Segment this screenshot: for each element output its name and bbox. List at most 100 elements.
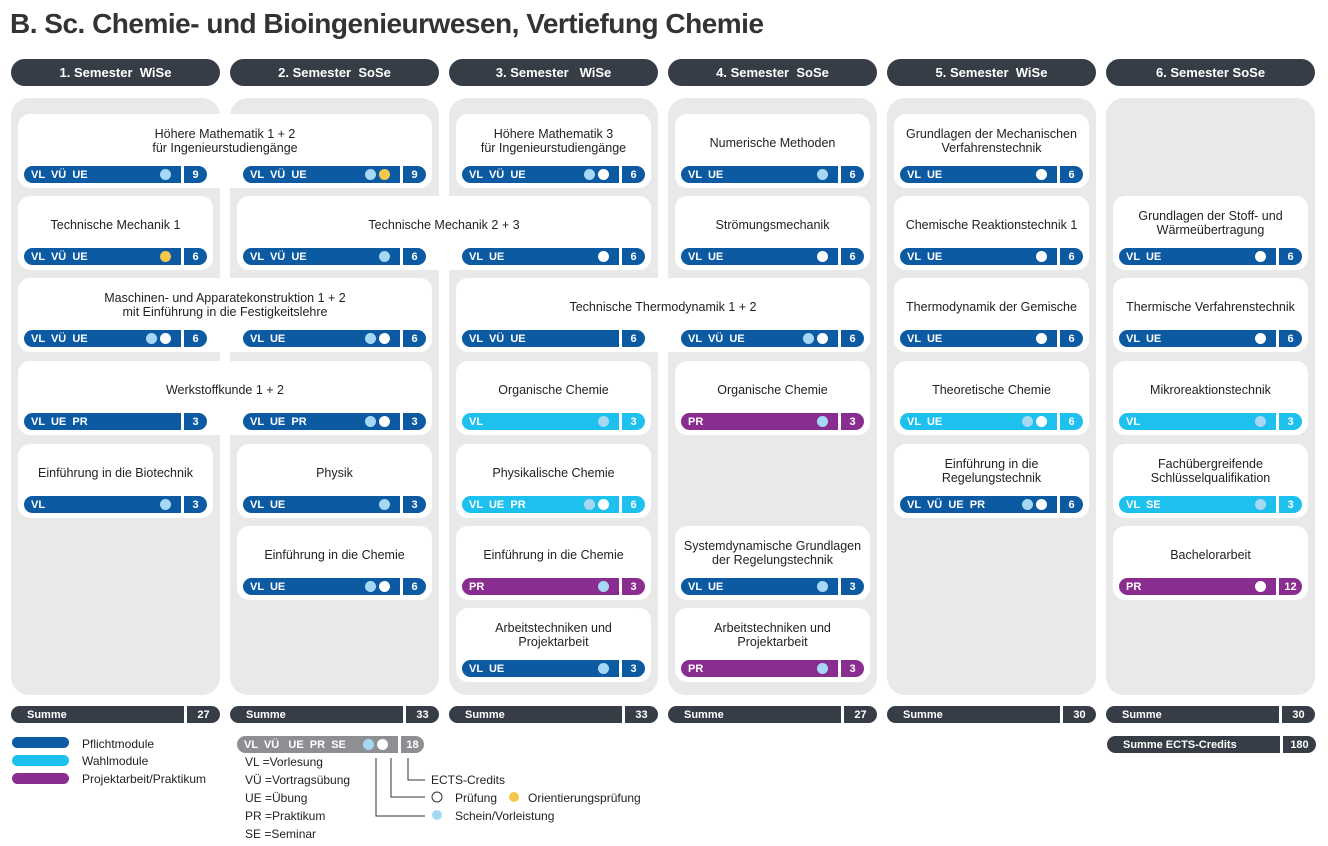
module-title: Fachübergreifende Schlüsselqualifikation	[1150, 457, 1271, 485]
module-card[interactable]: Werkstoffkunde 1 + 2 VL UE PR 3 VL UE PR 3	[18, 361, 432, 435]
module-bar: VL VÜ UE 6	[462, 330, 645, 347]
course-types: VL UE	[243, 496, 400, 513]
module-card[interactable]: Bachelorarbeit PR 12	[1113, 526, 1308, 600]
ects-value: 6	[1060, 248, 1083, 265]
course-types-label: VL UE	[907, 332, 943, 345]
module-card[interactable]: Arbeitstechniken und Projektarbeit PR 3	[675, 608, 870, 682]
module-card[interactable]: Technische Thermodynamik 1 + 2 VL VÜ UE 6 V…	[456, 278, 870, 352]
semester-sum-bar: Summe 30	[887, 706, 1096, 723]
module-bar: VL UE 3	[243, 496, 426, 513]
course-types-label: PR	[688, 415, 704, 428]
module-card[interactable]: Grundlagen der Mechanischen Verfahrenste…	[894, 114, 1089, 188]
module-bar: VL UE 6	[681, 248, 864, 265]
module-bar: VL VÜ UE 6	[462, 166, 645, 183]
module-bar: VL UE 6	[1119, 248, 1302, 265]
schein-dot-icon	[1022, 416, 1033, 427]
legend-sample-bar: VL VÜ UE PR SE 18	[237, 736, 424, 753]
module-bar: VL VÜ UE 9	[243, 166, 426, 183]
course-types-label: VL UE	[688, 250, 724, 263]
module-card[interactable]: Technische Mechanik 1 VL VÜ UE 6	[18, 196, 213, 270]
module-card[interactable]: Einführung in die Biotechnik VL 3	[18, 444, 213, 518]
abbr-pr: PR =Praktikum	[245, 809, 326, 823]
module-bar: VL VÜ UE 6	[243, 248, 426, 265]
pruefung-dot-icon	[379, 333, 390, 344]
schein-dot-icon	[598, 581, 609, 592]
module-card[interactable]: Maschinen- und Apparatekonstruktion 1 + …	[18, 278, 432, 352]
page-title: B. Sc. Chemie- und Bioingenieurwesen, Ve…	[10, 8, 764, 39]
ects-value: 6	[622, 166, 645, 183]
ects-value: 3	[841, 413, 864, 430]
schein-dot-icon	[379, 251, 390, 262]
module-card[interactable]: Einführung in die Chemie PR 3	[456, 526, 651, 600]
module-title: Mikroreaktionstechnik	[1150, 383, 1271, 397]
legend-ects-label: ECTS-Credits	[431, 773, 506, 787]
pruefung-dot-icon	[598, 169, 609, 180]
course-types: VL VÜ UE	[24, 330, 181, 347]
abbr-vue: VÜ =Vortragsübung	[245, 773, 351, 787]
course-types-label: VL	[469, 415, 484, 428]
module-card[interactable]: Höhere Mathematik 1 + 2 für Ingenieurstu…	[18, 114, 432, 188]
module-card[interactable]: Thermische Verfahrenstechnik VL UE 6	[1113, 278, 1308, 352]
module-bar: VL UE PR 6	[462, 496, 645, 513]
module-title: Arbeitstechniken und Projektarbeit	[714, 621, 831, 649]
course-types: PR	[681, 660, 838, 677]
pruefung-dot-icon	[377, 739, 388, 750]
module-card[interactable]: Systemdynamische Grundlagen der Regelung…	[675, 526, 870, 600]
abbr-ue: UE =Übung	[245, 791, 308, 805]
course-types-label: VL UE PR	[250, 415, 307, 428]
pruefung-dot-icon	[160, 333, 171, 344]
course-types: VL UE	[900, 413, 1057, 430]
module-title: Physikalische Chemie	[492, 466, 615, 480]
module-card[interactable]: Mikroreaktionstechnik VL 3	[1113, 361, 1308, 435]
ects-value: 6	[622, 248, 645, 265]
module-bar: VL UE 6	[900, 248, 1083, 265]
module-card[interactable]: Numerische Methoden VL UE 6	[675, 114, 870, 188]
course-types-label: VL UE PR	[31, 415, 88, 428]
schein-dot-icon	[1255, 416, 1266, 427]
module-title: Strömungsmechanik	[715, 218, 830, 232]
pruefung-dot-icon	[1036, 169, 1047, 180]
module-card[interactable]: Organische Chemie VL 3	[456, 361, 651, 435]
legend-swatch-wahl	[12, 755, 69, 766]
module-card[interactable]: Theoretische Chemie VL UE 6	[894, 361, 1089, 435]
pruefung-dot-icon	[379, 581, 390, 592]
module-card[interactable]: Physikalische Chemie VL UE PR 6	[456, 444, 651, 518]
ects-value: 3	[841, 578, 864, 595]
pruefung-dot-icon	[817, 333, 828, 344]
module-title: Maschinen- und Apparatekonstruktion 1 + …	[104, 291, 346, 319]
semester-header: 1. Semester WiSe	[11, 59, 220, 86]
course-types-label: VL SE	[1126, 498, 1161, 511]
module-card[interactable]: Fachübergreifende Schlüsselqualifikation…	[1113, 444, 1308, 518]
course-types-label: VL UE	[250, 580, 286, 593]
ects-value: 6	[1060, 166, 1083, 183]
module-card[interactable]: Einführung in die Chemie VL UE 6	[237, 526, 432, 600]
module-card[interactable]: Organische Chemie PR 3	[675, 361, 870, 435]
course-types: VL UE	[1119, 330, 1276, 347]
course-types-label: VL UE	[907, 168, 943, 181]
module-card[interactable]: Physik VL UE 3	[237, 444, 432, 518]
module-title: Werkstoffkunde 1 + 2	[165, 383, 284, 397]
schein-dot-icon	[1255, 499, 1266, 510]
legend-pruefung-label: Prüfung	[455, 791, 498, 805]
module-bar: VL VÜ UE PR 6	[900, 496, 1083, 513]
module-card[interactable]: Strömungsmechanik VL UE 6	[675, 196, 870, 270]
schein-dot-icon	[1022, 499, 1033, 510]
module-card[interactable]: Höhere Mathematik 3 für Ingenieurstudien…	[456, 114, 651, 188]
module-card[interactable]: Thermodynamik der Gemische VL UE 6	[894, 278, 1089, 352]
module-card[interactable]: Einführung in die Regelungstechnik VL VÜ …	[894, 444, 1089, 518]
module-card[interactable]: Chemische Reaktionstechnik 1 VL UE 6	[894, 196, 1089, 270]
module-card[interactable]: Arbeitstechniken und Projektarbeit VL UE 3	[456, 608, 651, 682]
module-title: Thermische Verfahrenstechnik	[1126, 300, 1295, 314]
course-types: VL UE PR	[24, 413, 181, 430]
legend-swatch-pflicht	[12, 737, 69, 748]
module-title: Technische Thermodynamik 1 + 2	[569, 300, 757, 314]
module-card[interactable]: Technische Mechanik 2 + 3 VL VÜ UE 6 VL UE 6	[237, 196, 651, 270]
ects-value: 3	[622, 660, 645, 677]
ects-value: 6	[184, 330, 207, 347]
module-card[interactable]: Grundlagen der Stoff- und Wärmeübertragu…	[1113, 196, 1308, 270]
module-title: Systemdynamische Grundlagen der Regelung…	[683, 539, 862, 567]
module-bar: PR 12	[1119, 578, 1302, 595]
semester-sum-value: 27	[187, 706, 220, 723]
pruefung-dot-icon	[1255, 581, 1266, 592]
semester-sum-label: Summe	[668, 706, 841, 723]
